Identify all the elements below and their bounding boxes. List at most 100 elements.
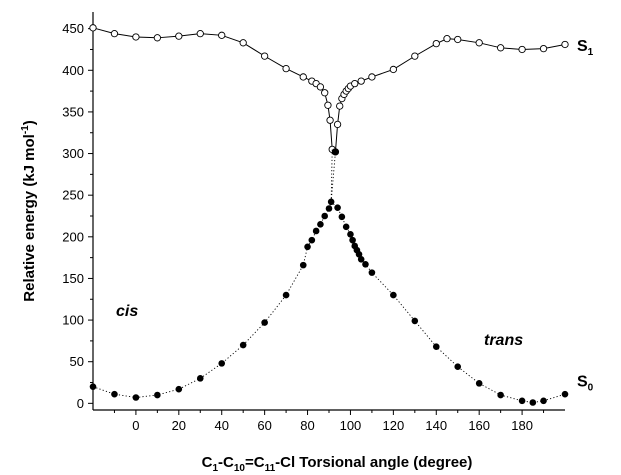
s0-point xyxy=(497,392,504,399)
s1-point xyxy=(317,84,323,90)
s0-point xyxy=(454,363,461,370)
y-axis-title: Relative energy (kJ mol-1) xyxy=(20,120,38,301)
s1-point xyxy=(390,66,396,72)
s1-point xyxy=(219,32,225,38)
s1-point xyxy=(337,103,343,109)
text-part: Relative energy (kJ mol xyxy=(21,134,38,302)
s0-point xyxy=(111,391,118,398)
y-tick-label: 200 xyxy=(62,229,84,244)
s1-point xyxy=(562,41,568,47)
text-part: -C xyxy=(218,454,234,471)
s1-point xyxy=(412,53,418,59)
x-tick-label: 20 xyxy=(172,418,186,433)
s0-point xyxy=(343,224,350,231)
s0-point xyxy=(283,292,290,299)
s1-point xyxy=(358,78,364,84)
x-tick-label: 60 xyxy=(257,418,271,433)
s0-point xyxy=(326,205,333,212)
s1-point xyxy=(334,121,340,127)
s0-point xyxy=(530,399,537,406)
s1-point xyxy=(455,36,461,42)
s1-minimum-marker xyxy=(332,149,339,156)
s0-point xyxy=(218,360,225,367)
x-tick-label: 40 xyxy=(214,418,228,433)
annotation-trans: trans xyxy=(484,332,523,349)
s0-point xyxy=(334,204,341,211)
y-tick-label: 300 xyxy=(62,146,84,161)
y-axis-title-group: Relative energy (kJ mol-1) xyxy=(20,120,38,301)
s1-point xyxy=(444,35,450,41)
s1-point xyxy=(322,90,328,96)
y-tick-label: 350 xyxy=(62,104,84,119)
s0-point xyxy=(349,237,356,244)
y-tick-label: 0 xyxy=(77,396,84,411)
s0-point xyxy=(154,392,161,399)
series-s0 xyxy=(90,149,569,406)
x-tick-label: 80 xyxy=(300,418,314,433)
x-tick-label: 180 xyxy=(511,418,533,433)
x-tick-label: 120 xyxy=(383,418,405,433)
subscript: 11 xyxy=(265,463,276,474)
s0-point xyxy=(133,394,140,401)
s1-point xyxy=(540,45,546,51)
annotation-cis: cis xyxy=(116,303,138,320)
s1-point xyxy=(327,117,333,123)
x-tick-label: 100 xyxy=(340,418,362,433)
s1-point xyxy=(154,35,160,41)
y-tick-label: 400 xyxy=(62,63,84,78)
subscript: 0 xyxy=(588,383,594,394)
series-label-s0: S0 xyxy=(577,374,594,394)
s0-point xyxy=(261,319,268,326)
text-part: S xyxy=(577,38,588,55)
y-tick-label: 100 xyxy=(62,313,84,328)
text-part: =C xyxy=(245,454,265,471)
s1-point xyxy=(261,53,267,59)
labels: S1S0cistransC1-C10=C11-Cl Torsional angl… xyxy=(20,38,594,474)
text-part: C xyxy=(202,454,213,471)
s0-point xyxy=(300,262,307,269)
s0-point xyxy=(339,214,346,221)
s0-point xyxy=(321,213,328,220)
s0-point xyxy=(328,199,335,206)
s0-point xyxy=(317,221,324,228)
x-tick-label: 160 xyxy=(468,418,490,433)
s0-point xyxy=(476,380,483,387)
y-tick-label: 450 xyxy=(62,21,84,36)
s0-point xyxy=(412,318,419,325)
s1-point xyxy=(240,40,246,46)
s0-line xyxy=(93,202,565,403)
s0-point xyxy=(358,256,365,263)
s0-point xyxy=(433,343,440,350)
s0-point xyxy=(362,261,369,268)
s1-point xyxy=(111,30,117,36)
text-part: ) xyxy=(21,120,38,125)
s0-point xyxy=(390,292,397,299)
s0-point xyxy=(347,231,354,238)
series-label-s1: S1 xyxy=(577,38,594,58)
y-tick-label: 150 xyxy=(62,271,84,286)
s0-point xyxy=(519,398,526,405)
axes: 0204060801001201401601800501001502002503… xyxy=(62,12,565,433)
s1-point xyxy=(433,40,439,46)
x-tick-label: 140 xyxy=(425,418,447,433)
subscript: 1 xyxy=(588,47,594,58)
s1-point xyxy=(369,74,375,80)
s0-point xyxy=(369,269,376,276)
s1-point xyxy=(352,80,358,86)
s0-point xyxy=(309,237,316,244)
s1-point xyxy=(197,30,203,36)
s1-point xyxy=(519,46,525,52)
s1-point xyxy=(300,74,306,80)
s0-point xyxy=(562,391,569,398)
s1-point xyxy=(325,102,331,108)
s0-point xyxy=(90,383,97,390)
s1-point xyxy=(176,33,182,39)
s0-point xyxy=(540,398,547,405)
s1-point xyxy=(497,45,503,51)
series-s1 xyxy=(90,25,568,155)
s1-point xyxy=(90,25,96,31)
s0-point xyxy=(197,375,204,382)
x-axis-title: C1-C10=C11-Cl Torsional angle (degree) xyxy=(202,454,473,474)
x-tick-label: 0 xyxy=(132,418,139,433)
